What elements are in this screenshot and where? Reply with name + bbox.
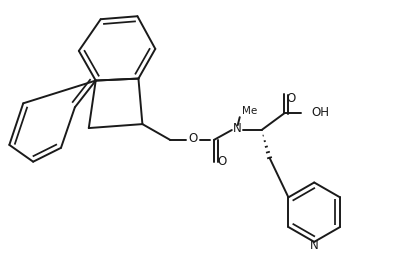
Text: O: O: [217, 155, 227, 168]
Text: OH: OH: [311, 106, 329, 119]
Text: O: O: [188, 132, 198, 146]
Text: O: O: [287, 92, 296, 105]
Text: N: N: [233, 122, 242, 135]
Text: Me: Me: [242, 106, 257, 116]
Text: N: N: [310, 239, 318, 252]
